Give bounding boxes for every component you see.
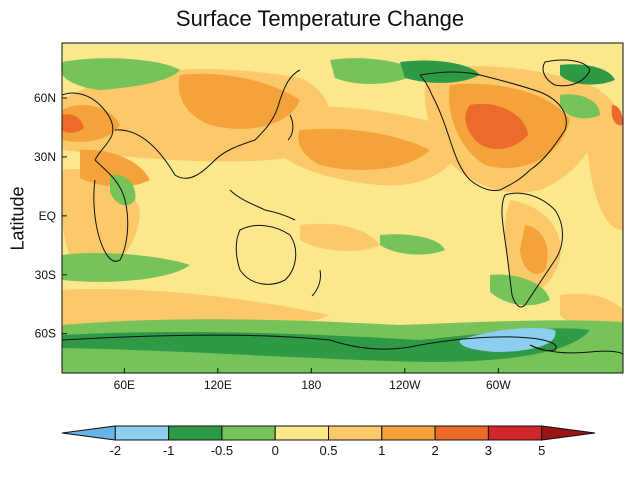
hot-region-south-america <box>520 225 548 274</box>
colorbar-label: -0.5 <box>211 443 233 458</box>
coastline-australia <box>235 224 297 285</box>
colorbar-segment <box>274 425 330 441</box>
y-tick-label: 60N <box>34 91 56 105</box>
hottest-region-north-america <box>465 103 528 150</box>
coastline-antarctica <box>62 334 623 356</box>
coastline-maritime-se-asia <box>229 189 296 221</box>
hot-region-north-pacific <box>298 128 430 170</box>
y-tick-label: 30S <box>35 268 56 282</box>
x-tick-label: 120E <box>204 378 232 392</box>
cool-region-arctic-west <box>62 58 180 90</box>
colorbar-segment <box>221 425 276 441</box>
colorbar-label: 0 <box>272 443 279 458</box>
colorbar-segment <box>434 425 489 441</box>
cold-region-antarctic-coast <box>62 328 590 362</box>
coastline-asia <box>114 69 301 179</box>
coastline-south-america <box>501 192 563 308</box>
coastline-europe <box>62 92 114 161</box>
hot-region-sahara <box>80 149 150 187</box>
map-area <box>62 43 623 373</box>
coastline-north-america <box>419 71 567 191</box>
colorbar-label: 3 <box>485 443 492 458</box>
colorbar-segment <box>114 425 170 441</box>
hot-anomaly-layer <box>62 73 570 274</box>
cool-region-indian-ocean <box>62 253 190 282</box>
colorbar-label: 2 <box>431 443 438 458</box>
hot-region-europe <box>62 105 120 142</box>
colorbar: -2 -1 -0.5 0 0.5 1 2 3 5 <box>61 425 596 458</box>
map-frame <box>61 42 624 374</box>
colorbar-label: 5 <box>538 443 545 458</box>
y-tick-label: EQ <box>39 209 56 223</box>
colorbar-segment <box>487 425 543 441</box>
colorbar-segment <box>381 425 436 441</box>
x-tick-label: 180 <box>301 378 321 392</box>
coastline-greenland <box>542 59 591 87</box>
y-tick-label: 30N <box>34 150 56 164</box>
x-tick-label: 60W <box>486 378 511 392</box>
x-axis-ticks: 60E 120E 180 120W 60W <box>114 368 511 392</box>
cool-region-east-pacific <box>380 234 445 255</box>
warm-region-south-pacific <box>300 223 380 252</box>
coastlines <box>62 59 623 356</box>
hottest-region-mediterranean <box>62 114 84 133</box>
colorbar-label: 0.5 <box>319 443 337 458</box>
colorbar-label: -2 <box>110 443 122 458</box>
cool-region-south-america-south <box>490 274 550 306</box>
y-axis-ticks: 60N 30N EQ 30S 60S <box>34 91 67 341</box>
colorbar-max-triangle <box>541 425 596 441</box>
coastline-new-zealand <box>311 269 321 297</box>
hot-region-siberia <box>178 73 300 129</box>
colorbar-label: -1 <box>163 443 175 458</box>
hottest-anomaly-layer <box>62 103 623 150</box>
warm-region-southern-band <box>62 289 330 328</box>
cool-region-north-atlantic <box>560 94 600 119</box>
warm-region-east-atlantic <box>586 90 623 230</box>
coastline-japan <box>287 114 294 141</box>
hottest-region-atlantic-edge <box>611 105 623 126</box>
cold-region-arctic-east <box>400 60 480 83</box>
colorbar-min-triangle <box>61 425 116 441</box>
colorbar-label: 1 <box>378 443 385 458</box>
y-tick-label: 60S <box>35 327 56 341</box>
cool-region-arctic-center <box>330 58 420 84</box>
coastline-africa <box>93 159 129 262</box>
x-tick-label: 60E <box>114 378 135 392</box>
x-tick-label: 120W <box>389 378 421 392</box>
colorbar-segment <box>168 425 223 441</box>
map-title: Surface Temperature Change <box>175 6 465 31</box>
colorbar-segment <box>328 425 383 441</box>
